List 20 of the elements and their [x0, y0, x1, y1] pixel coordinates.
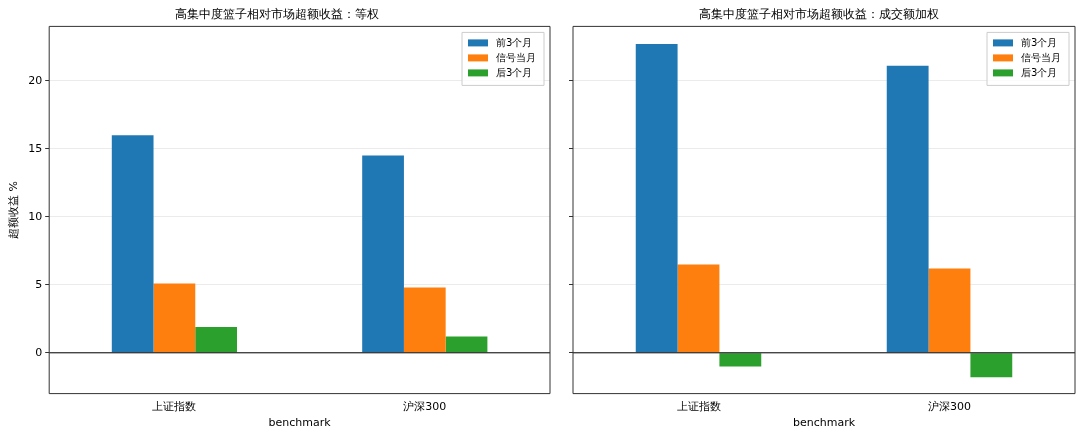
x-axis-title: benchmark — [792, 416, 856, 430]
y-axis-title: 超额收益 % — [7, 181, 21, 239]
y-tick-label: 0 — [35, 345, 43, 359]
legend-label: 信号当月 — [1021, 51, 1061, 63]
x-tick-label: 沪深300 — [928, 400, 971, 414]
chart-title: 高集中度篮子相对市场超额收益：成交额加权 — [699, 7, 939, 22]
legend-label: 后3个月 — [496, 66, 533, 78]
y-tick-label: 15 — [28, 141, 43, 155]
legend-label: 前3个月 — [496, 36, 533, 48]
x-axis-title: benchmark — [268, 416, 332, 430]
y-tick-label: 20 — [28, 73, 43, 87]
x-tick-label: 上证指数 — [152, 400, 197, 414]
chart-title: 高集中度篮子相对市场超额收益：等权 — [175, 7, 379, 22]
x-tick-label: 上证指数 — [676, 400, 721, 414]
legend-label: 信号当月 — [496, 51, 536, 63]
y-tick-label: 5 — [35, 277, 43, 291]
legend-label: 前3个月 — [1021, 36, 1058, 48]
legend-label: 后3个月 — [1021, 66, 1058, 78]
y-tick-label: 10 — [28, 209, 43, 223]
x-tick-label: 沪深300 — [403, 400, 447, 414]
